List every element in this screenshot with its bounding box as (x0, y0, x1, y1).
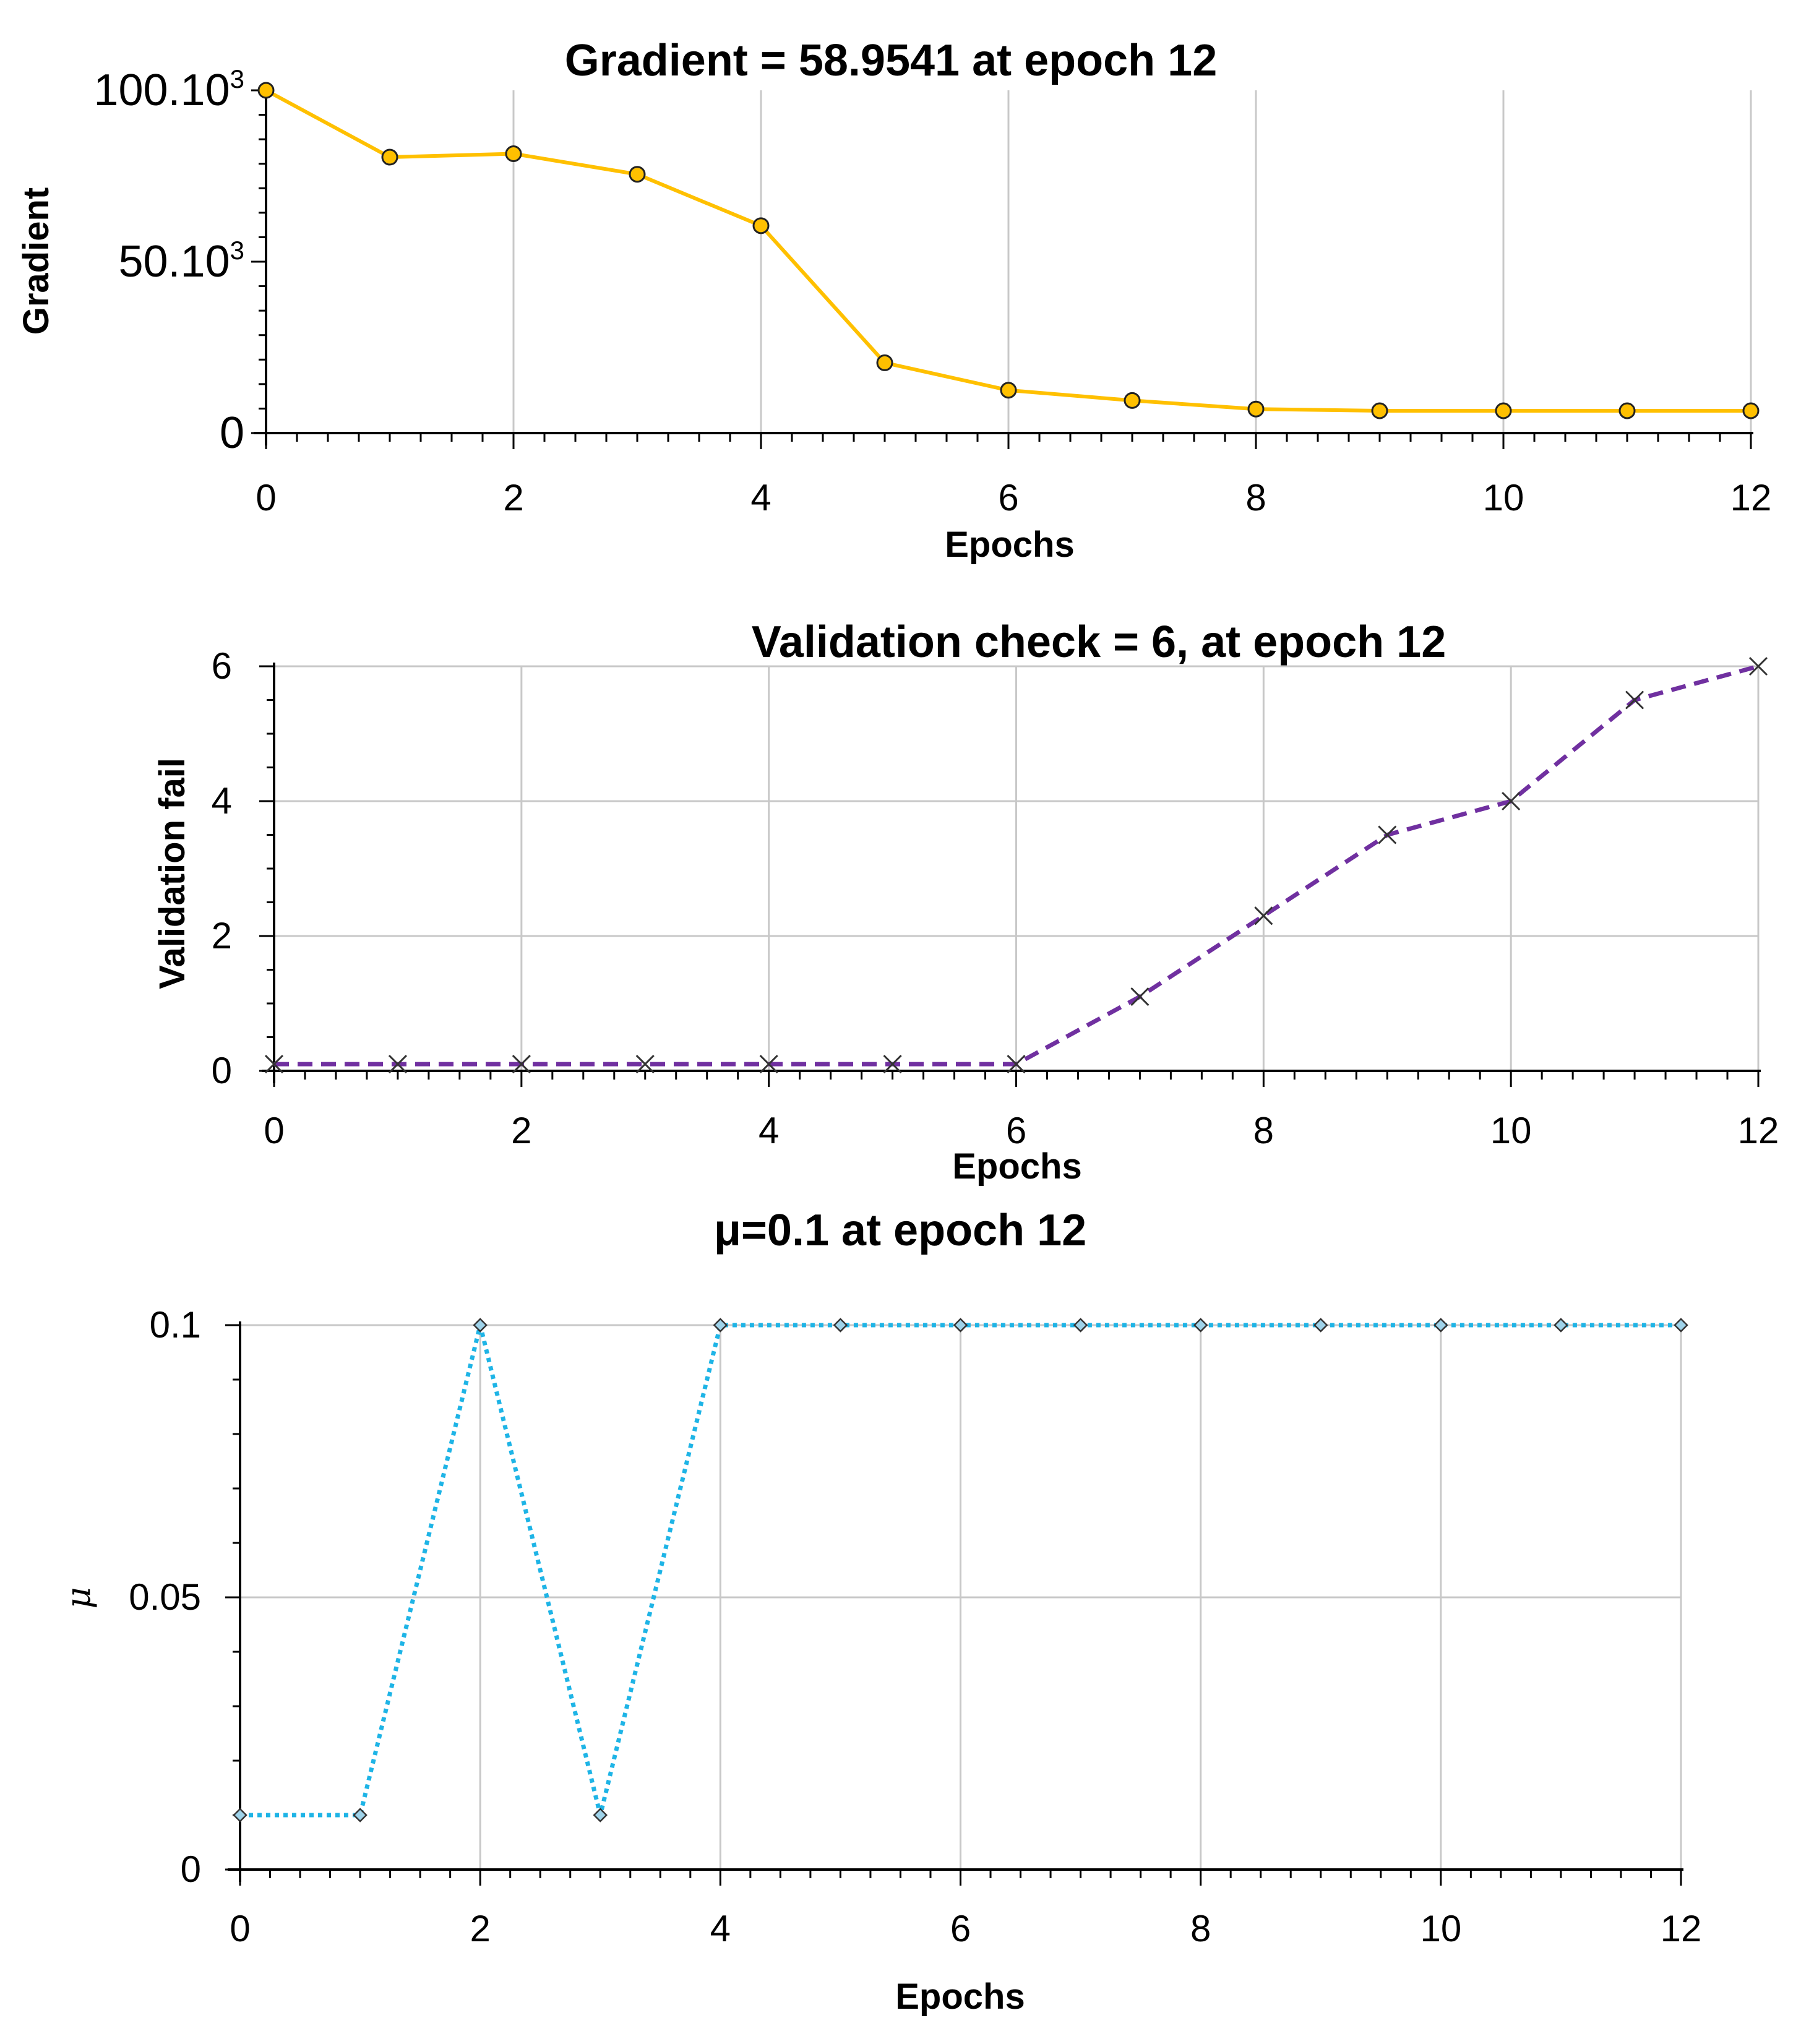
mu-data-point (353, 1808, 368, 1823)
validation-data-point (1625, 690, 1644, 710)
validation-y-tick-labels: 0 2 4 6 (212, 645, 232, 1091)
mu-x-tick-label: 8 (1190, 1908, 1211, 1949)
gradient-y-tick-label: 50.103 (118, 236, 244, 286)
validation-x-tick-label: 2 (511, 1110, 531, 1151)
gradient-data-point (1371, 402, 1388, 419)
mu-data-point (1073, 1318, 1088, 1333)
validation-chart: Validation check = 6, at epoch 12 Valida… (152, 617, 1779, 1187)
gradient-x-tick-label: 12 (1730, 477, 1772, 518)
gradient-data-point (752, 217, 770, 234)
mu-data-point (953, 1318, 968, 1333)
mu-x-tick-label: 6 (950, 1908, 971, 1949)
mu-x-tick-label: 12 (1661, 1908, 1702, 1949)
gradient-y-axis-label: Gradient (16, 187, 56, 335)
gradient-x-tick-label: 4 (750, 477, 771, 518)
mu-x-tick-label: 10 (1420, 1908, 1461, 1949)
mu-chart-title: μ=0.1 at epoch 12 (714, 1206, 1086, 1255)
gradient-data-point (1742, 402, 1760, 419)
validation-data-point (1502, 791, 1521, 811)
mu-y-axis-label: μ (59, 1587, 98, 1608)
gradient-data-point (1124, 392, 1141, 409)
gradient-x-tick-labels: 0 2 4 6 8 10 12 (256, 477, 1771, 518)
gradient-x-tick-label: 2 (503, 477, 523, 518)
gradient-data-point (257, 82, 275, 99)
gradient-chart: Gradient = 58.9541 at epoch 12 Gradient … (16, 36, 1771, 565)
validation-data-point (388, 1055, 407, 1074)
gradient-data-point (381, 148, 398, 166)
mu-x-axis-label: Epochs (895, 1977, 1025, 2017)
validation-x-tick-label: 4 (759, 1110, 779, 1151)
validation-data-point (1130, 987, 1150, 1007)
mu-data-point (233, 1808, 247, 1823)
gradient-data-point (1247, 400, 1265, 418)
gradient-x-axis-label: Epochs (945, 525, 1075, 565)
validation-y-tick-label: 2 (212, 915, 232, 956)
validation-data-point (759, 1055, 778, 1074)
mu-data-point (473, 1318, 488, 1333)
validation-data-point (264, 1055, 284, 1074)
mu-data-point (713, 1318, 728, 1333)
validation-data-point (1378, 825, 1397, 844)
gradient-chart-title: Gradient = 58.9541 at epoch 12 (565, 36, 1218, 85)
mu-data-point (1313, 1318, 1328, 1333)
validation-y-axis-label: Validation fail (152, 758, 192, 989)
mu-x-tick-labels: 0 2 4 6 8 10 12 (230, 1908, 1701, 1949)
mu-y-tick-label: 0.05 (129, 1576, 201, 1618)
gradient-y-tick-label: 100.103 (93, 64, 244, 115)
gradient-x-tick-label: 6 (998, 477, 1018, 518)
gradient-y-tick-labels: 0 50.103 100.103 (93, 64, 244, 458)
mu-y-tick-label: 0 (181, 1849, 201, 1890)
validation-x-tick-labels: 0 2 4 6 8 10 12 (264, 1110, 1779, 1151)
validation-data-point (512, 1055, 531, 1074)
validation-x-tick-label: 10 (1490, 1110, 1532, 1151)
validation-y-tick-label: 6 (212, 645, 232, 687)
gradient-data-point (1495, 402, 1512, 419)
mu-x-tick-label: 0 (230, 1908, 250, 1949)
mu-data-point (1674, 1318, 1688, 1333)
validation-y-tick-label: 4 (212, 780, 232, 822)
mu-y-tick-labels: 0 0.05 0.1 (129, 1304, 201, 1890)
mu-data-point (1193, 1318, 1208, 1333)
mu-data-point (1554, 1318, 1568, 1333)
validation-x-tick-label: 0 (264, 1110, 284, 1151)
gradient-x-tick-label: 0 (256, 477, 276, 518)
mu-data-point (1433, 1318, 1448, 1333)
gradient-data-point (629, 166, 646, 183)
gradient-data-point (876, 354, 893, 371)
validation-x-tick-label: 12 (1738, 1110, 1779, 1151)
gradient-y-tick-label: 0 (220, 408, 244, 458)
gradient-data-point (505, 145, 522, 162)
validation-x-axis-label: Epochs (952, 1146, 1082, 1187)
gradient-x-tick-label: 8 (1245, 477, 1266, 518)
mu-data-point (833, 1318, 848, 1333)
mu-x-tick-label: 4 (710, 1908, 731, 1949)
validation-chart-title: Validation check = 6, at epoch 12 (752, 617, 1446, 667)
validation-x-tick-label: 6 (1006, 1110, 1026, 1151)
validation-data-point (883, 1055, 902, 1074)
mu-x-tick-label: 2 (470, 1908, 490, 1949)
gradient-x-tick-label: 10 (1483, 477, 1524, 518)
validation-x-tick-label: 8 (1253, 1110, 1274, 1151)
mu-data-point (593, 1808, 608, 1823)
validation-data-point (1254, 906, 1273, 925)
validation-y-tick-label: 0 (212, 1050, 232, 1091)
validation-data-point (1007, 1055, 1026, 1074)
gradient-data-point (1618, 402, 1636, 419)
mu-chart: μ=0.1 at epoch 12 μ Epochs 0 0.05 0.1 0 2 4 6… (59, 1206, 1701, 2017)
validation-data-point (1748, 656, 1768, 676)
gradient-data-point (1000, 382, 1017, 399)
mu-y-tick-label: 0.1 (150, 1304, 201, 1346)
validation-data-point (635, 1055, 655, 1074)
